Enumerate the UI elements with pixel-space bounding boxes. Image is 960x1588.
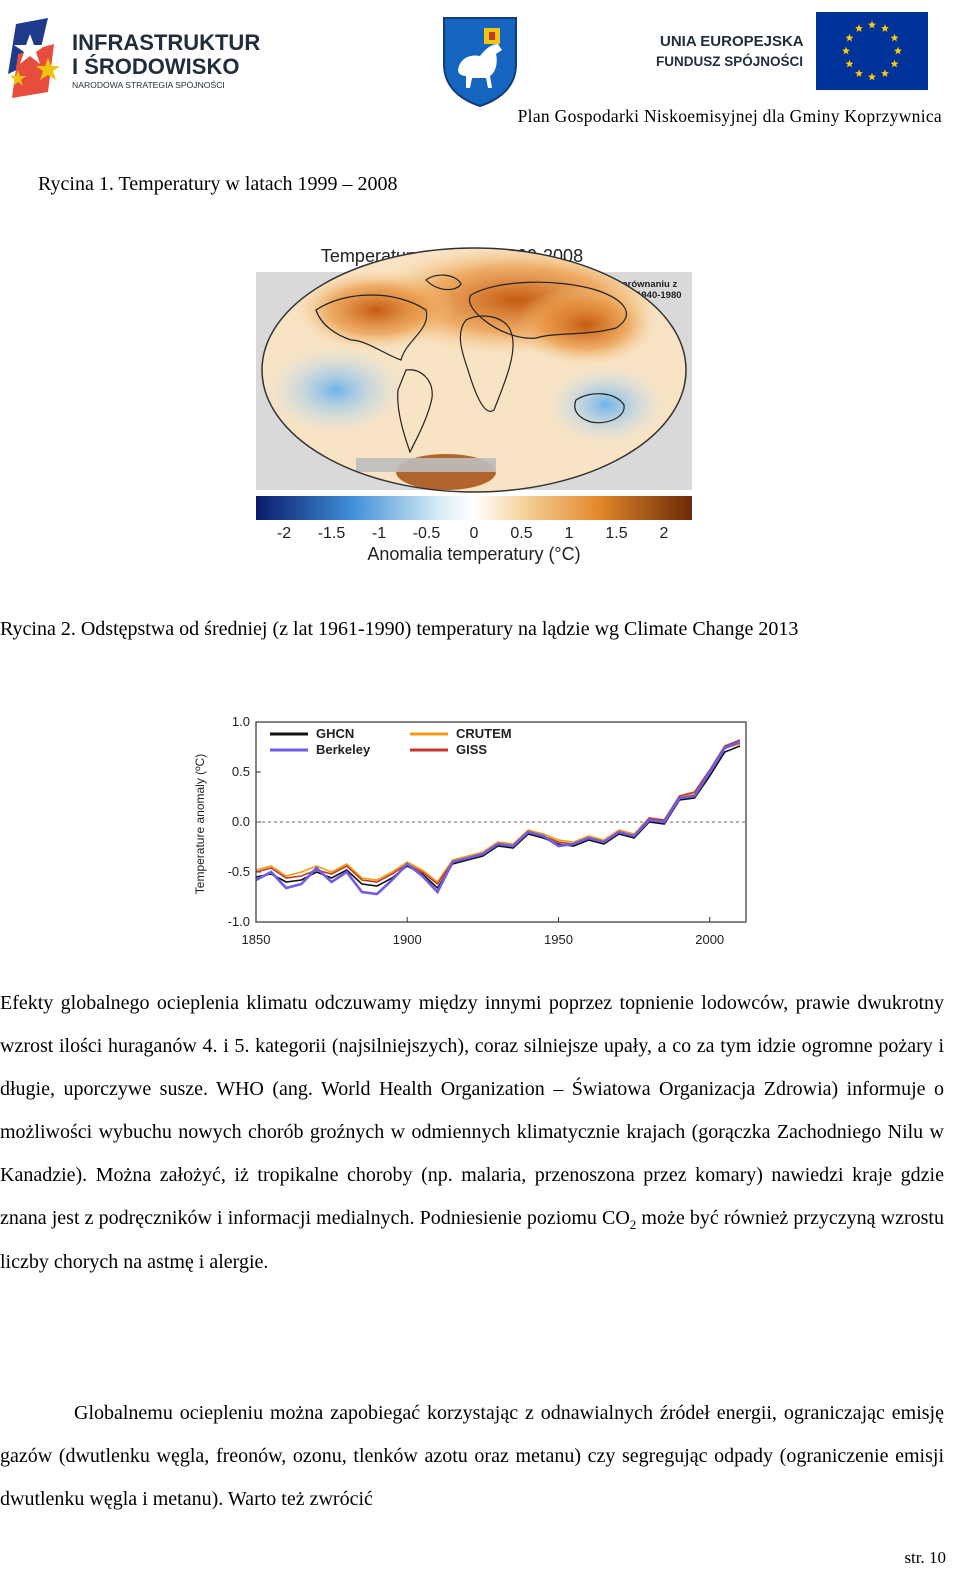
co2-subscript: 2 <box>629 1217 637 1233</box>
series-line-ghcn <box>255 745 741 890</box>
colorbar-label: Anomalia temperatury (°C) <box>367 544 580 564</box>
colorbar-tick-label: -0.5 <box>413 525 441 542</box>
infrastruktura-logo: INFRASTRUKTURA I ŚRODOWISKO NARODOWA STR… <box>8 14 276 100</box>
body-paragraph-2: Globalnemu ociepleniu można zapobiegać k… <box>0 1402 944 1511</box>
eu-star <box>890 59 899 68</box>
paragraph-1-text-a: Efekty globalnego ocieplenia klimatu odc… <box>0 992 944 1230</box>
legend-label-crutem: CRUTEM <box>456 726 512 741</box>
legend-label-ghcn: GHCN <box>316 726 354 741</box>
y-tick-label: -0.5 <box>228 864 250 879</box>
legend-label-giss: GISS <box>456 742 487 757</box>
colorbar <box>256 496 692 520</box>
body-paragraph-1: Efekty globalnego ocieplenia klimatu odc… <box>0 982 944 1284</box>
figure1-caption: Rycina 1. Temperatury w latach 1999 – 20… <box>38 173 398 195</box>
x-tick-label: 1950 <box>544 932 573 947</box>
logo-right-line1: UNIA EUROPEJSKA <box>660 33 804 50</box>
colorbar-tick-label: -1 <box>372 525 386 542</box>
colorbar-tick-label: -1.5 <box>318 525 346 542</box>
chart-plot-frame <box>255 721 747 923</box>
coat-of-arms-logo <box>440 14 520 108</box>
eu-star <box>845 59 854 68</box>
colorbar-tick-label: 0 <box>470 525 479 542</box>
temperature-map-figure: Temperatury w latach 1999-2008 w porówna… <box>256 240 696 570</box>
colorbar-tick-label: 0.5 <box>510 525 532 542</box>
eu-cohesion-fund-logo: UNIA EUROPEJSKA FUNDUSZ SPÓJNOŚCI <box>656 12 942 92</box>
eu-star <box>868 20 876 29</box>
colorbar-ticks: -2 -1.5 -1 -0.5 0 0.5 1 1.5 2 <box>277 525 669 542</box>
figure2-caption: Rycina 2. Odstępstwa od średniej (z lat … <box>0 618 799 640</box>
series-line-crutem <box>255 743 741 884</box>
temperature-anomaly-chart: 1.0 0.5 0.0 -0.5 -1.0 1850 1900 1950 2000 Temper… <box>190 714 760 954</box>
chart-ylabel: Temperature anomaly (ºC) <box>193 754 207 894</box>
eu-star <box>855 69 863 77</box>
eu-star <box>842 46 850 55</box>
eu-star <box>890 33 899 42</box>
paragraph-1-text-b: może być również przyczyną wzrostu liczb… <box>0 1207 944 1273</box>
logo-right-line2: FUNDUSZ SPÓJNOŚCI <box>656 54 803 69</box>
y-tick-label: -1.0 <box>228 914 250 929</box>
series-line-giss <box>255 739 741 886</box>
legend-label-berkeley: Berkeley <box>316 742 371 757</box>
logo-left-line3: NARODOWA STRATEGIA SPÓJNOŚCI <box>72 79 225 90</box>
eu-star <box>845 33 854 42</box>
x-tick-label: 1850 <box>242 932 271 947</box>
colorbar-tick-label: 1.5 <box>605 525 627 542</box>
page-number: str. 10 <box>904 1548 946 1567</box>
x-tick-label: 2000 <box>695 932 724 947</box>
eu-star <box>881 69 889 77</box>
eu-star <box>868 72 876 81</box>
x-tick-label: 1900 <box>393 932 422 947</box>
coat-of-arms-icon <box>443 17 517 108</box>
map-note-line2: latami 1940-1980 <box>606 290 682 301</box>
eu-star <box>881 24 889 32</box>
document-header-title: Plan Gospodarki Niskoemisyjnej dla Gminy… <box>517 106 942 126</box>
eu-star <box>855 24 863 32</box>
colorbar-tick-label: -2 <box>277 525 291 542</box>
globe-map <box>262 248 686 492</box>
y-tick-label: 0.5 <box>232 764 250 779</box>
eu-star <box>894 46 902 55</box>
logo-left-line2: I ŚRODOWISKO <box>72 54 239 79</box>
series-line-berkeley <box>255 740 741 896</box>
map-note-line1: w porównaniu z <box>605 279 677 290</box>
colorbar-tick-label: 2 <box>660 525 669 542</box>
y-tick-label: 1.0 <box>232 716 250 729</box>
colorbar-tick-label: 1 <box>565 525 574 542</box>
eu-flag-icon <box>816 12 928 90</box>
stars-logo-icon: INFRASTRUKTURA I ŚRODOWISKO NARODOWA STR… <box>8 18 276 98</box>
logo-left-line1: INFRASTRUKTURA <box>72 30 260 55</box>
globe-outline <box>261 247 687 493</box>
y-tick-label: 0.0 <box>232 814 250 829</box>
